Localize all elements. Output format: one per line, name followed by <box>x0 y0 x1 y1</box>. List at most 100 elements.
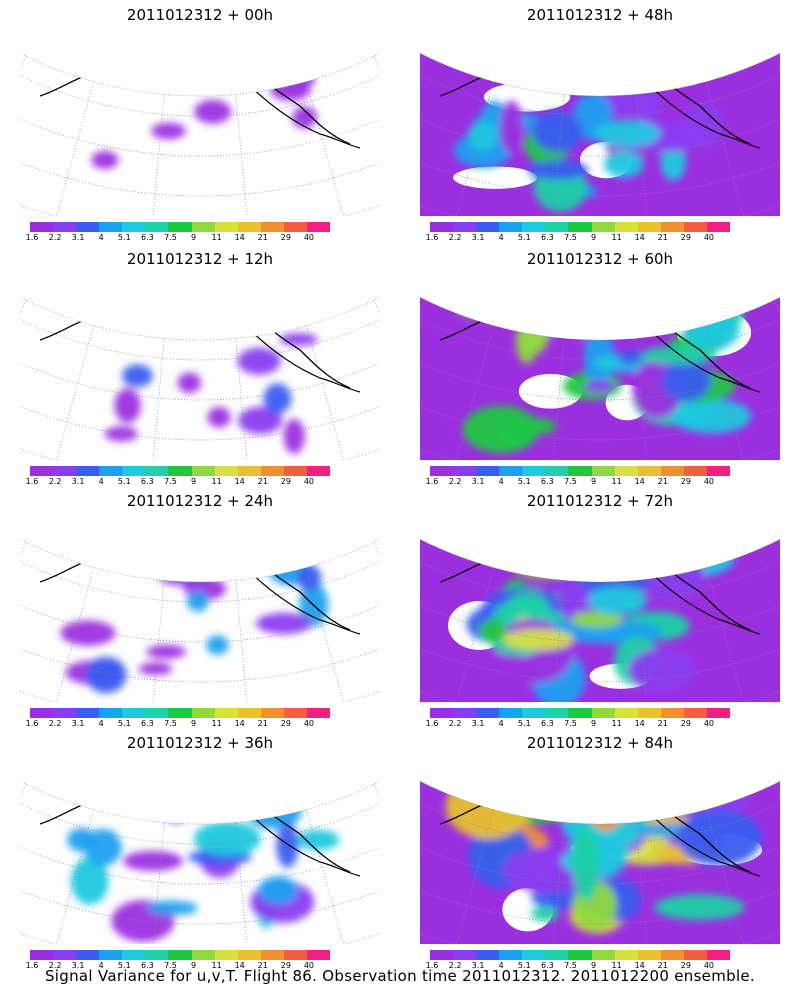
colorbar-swatch <box>568 708 592 718</box>
colorbar-label: 5.1 <box>517 477 531 486</box>
colorbar-swatch <box>614 708 638 718</box>
colorbar-swatch <box>122 222 146 232</box>
colorbar-swatch <box>260 222 284 232</box>
colorbar-label: 11 <box>611 233 622 242</box>
colorbar-label: 14 <box>634 719 645 728</box>
colorbar-swatch <box>214 950 238 960</box>
colorbar-swatch <box>545 950 569 960</box>
colorbar-label: 29 <box>280 719 291 728</box>
colorbar-swatch <box>614 222 638 232</box>
colorbar-swatch <box>283 466 307 476</box>
colorbar-swatch <box>637 466 661 476</box>
colorbar-label: 21 <box>657 719 668 728</box>
colorbar-label: 6.3 <box>541 233 554 242</box>
colorbar-label: 2.2 <box>448 477 462 486</box>
colorbar-label: 9 <box>190 719 197 728</box>
colorbar-swatch <box>76 708 100 718</box>
colorbar-swatch <box>637 222 661 232</box>
colorbar-swatch <box>237 950 261 960</box>
colorbar-swatch <box>591 466 615 476</box>
colorbar-label: 4 <box>498 961 504 970</box>
colorbar-swatch <box>706 708 731 718</box>
map-panel: 2011012312 + 60h 1.6 2.2 3.1 4 5.1 6.3 7.5 9 11 14… <box>420 250 780 492</box>
map-panel: 2011012312 + 00h 1.6 2.2 3.1 4 5.1 6.3 7.5 9 11 14… <box>20 6 380 248</box>
map-panel: 2011012312 + 36h 1.6 2.2 3.1 4 5.1 6.3 7.5 9 11 14… <box>20 734 380 976</box>
colorbar-swatch <box>660 708 684 718</box>
colorbar-swatch <box>660 950 684 960</box>
colorbar-label: 5.1 <box>117 233 131 242</box>
colorbar-label: 14 <box>234 233 245 242</box>
colorbar-label: 3.1 <box>71 233 85 242</box>
colorbar-label: 1.6 <box>25 961 39 970</box>
map-panel: 2011012312 + 24h 1.6 2.2 3.1 4 5.1 6.3 7.5 9 11 14… <box>20 492 380 734</box>
colorbar-label: 21 <box>657 233 668 242</box>
colorbar-swatch <box>568 222 592 232</box>
colorbar-label: 21 <box>657 477 668 486</box>
colorbar: 1.6 2.2 3.1 4 5.1 6.3 7.5 9 11 14 21 29 40 <box>26 950 331 972</box>
colorbar-label: 3.1 <box>71 719 85 728</box>
map-panel: 2011012312 + 12h 1.6 2.2 3.1 4 5.1 6.3 7.5 9 11 14… <box>20 250 380 492</box>
colorbar-label: 3.1 <box>71 477 85 486</box>
footer-caption: Signal Variance for u,v,T. Flight 86. Ob… <box>44 967 756 985</box>
panel-title: 2011012312 + 48h <box>526 6 674 24</box>
map-image <box>20 760 380 944</box>
colorbar-swatch <box>237 222 261 232</box>
colorbar-swatch <box>260 950 284 960</box>
colorbar-label: 40 <box>703 233 715 242</box>
colorbar-swatch <box>453 222 477 232</box>
map-image <box>20 276 380 460</box>
colorbar-swatch <box>191 950 215 960</box>
colorbar-label: 9 <box>590 477 597 486</box>
colorbar-label: 2.2 <box>448 961 462 970</box>
colorbar-swatch <box>522 950 546 960</box>
colorbar-swatch <box>191 222 215 232</box>
colorbar-swatch <box>568 950 592 960</box>
colorbar-swatch <box>683 950 707 960</box>
colorbar-label: 5.1 <box>117 961 131 970</box>
colorbar-swatch <box>30 466 54 476</box>
map-panel: 2011012312 + 84h 1.6 2.2 3.1 4 5.1 6.3 7.5 9 11 14… <box>420 734 780 976</box>
colorbar-label: 9 <box>590 719 597 728</box>
colorbar-swatch <box>545 222 569 232</box>
colorbar-swatch <box>614 950 638 960</box>
colorbar-swatch <box>522 222 546 232</box>
colorbar-swatch <box>430 466 454 476</box>
colorbar-label: 11 <box>211 477 222 486</box>
colorbar-label: 7.5 <box>164 477 177 486</box>
colorbar-swatch <box>145 222 169 232</box>
colorbar-swatch <box>430 950 454 960</box>
colorbar-swatch <box>99 222 123 232</box>
colorbar-label: 1.6 <box>25 719 39 728</box>
colorbar-label: 7.5 <box>564 233 577 242</box>
colorbar-swatch <box>145 466 169 476</box>
colorbar-swatch <box>30 708 54 718</box>
colorbar-swatch <box>430 708 454 718</box>
colorbar-swatch <box>76 466 100 476</box>
colorbar-label: 1.6 <box>25 233 39 242</box>
colorbar-label: 40 <box>303 233 315 242</box>
colorbar-label: 2.2 <box>48 719 62 728</box>
colorbar: 1.6 2.2 3.1 4 5.1 6.3 7.5 9 11 14 21 29 40 <box>26 708 331 730</box>
colorbar-label: 14 <box>234 961 245 970</box>
colorbar-swatch <box>614 466 638 476</box>
colorbar-swatch <box>260 466 284 476</box>
colorbar-swatch <box>122 466 146 476</box>
colorbar-label: 3.1 <box>471 477 485 486</box>
colorbar-label: 1.6 <box>425 961 439 970</box>
colorbar-label: 4 <box>98 233 104 242</box>
colorbar-swatch <box>30 222 54 232</box>
colorbar-label: 40 <box>303 477 315 486</box>
colorbar-swatch <box>306 222 331 232</box>
colorbar-label: 5.1 <box>517 233 531 242</box>
colorbar-swatch <box>591 708 615 718</box>
colorbar-swatch <box>683 466 707 476</box>
colorbar-label: 7.5 <box>564 961 577 970</box>
colorbar-swatch <box>168 466 192 476</box>
colorbar-label: 2.2 <box>48 961 62 970</box>
colorbar-label: 29 <box>680 719 691 728</box>
colorbar-label: 40 <box>703 961 715 970</box>
colorbar-label: 7.5 <box>564 477 577 486</box>
colorbar-label: 11 <box>211 719 222 728</box>
colorbar-label: 14 <box>234 719 245 728</box>
colorbar-swatch <box>99 708 123 718</box>
